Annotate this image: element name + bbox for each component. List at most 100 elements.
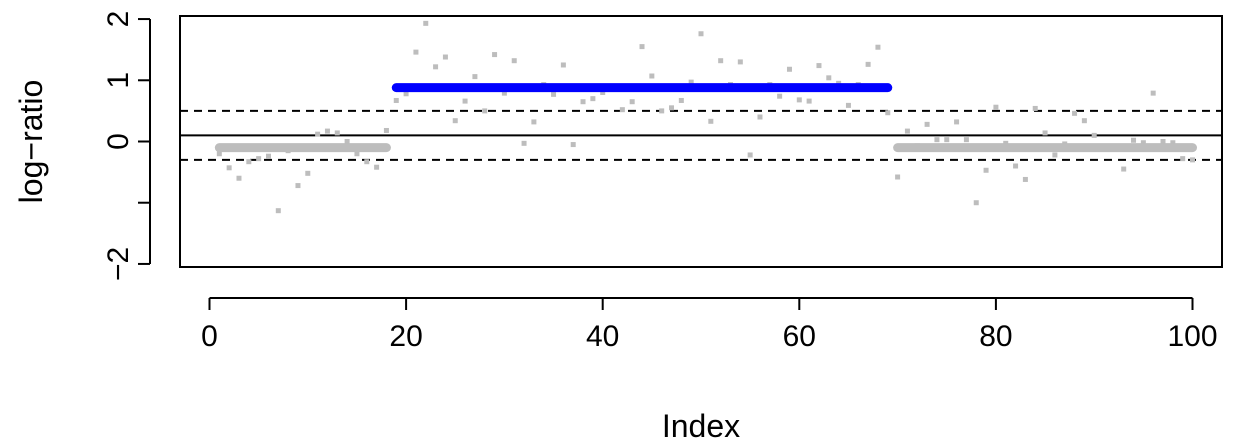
data-point bbox=[954, 119, 960, 125]
data-point bbox=[403, 91, 409, 97]
data-point bbox=[413, 49, 419, 55]
data-point bbox=[1022, 176, 1028, 182]
data-point bbox=[737, 59, 743, 65]
data-point bbox=[895, 174, 901, 180]
data-point bbox=[904, 128, 910, 134]
y-tick-label: −2 bbox=[102, 247, 135, 281]
data-point bbox=[393, 97, 399, 103]
data-point bbox=[560, 62, 566, 68]
data-point bbox=[1180, 156, 1186, 162]
data-point bbox=[433, 64, 439, 70]
data-point bbox=[442, 54, 448, 60]
data-point bbox=[452, 118, 458, 124]
x-axis-title: Index bbox=[662, 408, 740, 444]
data-point bbox=[344, 139, 350, 144]
data-point bbox=[482, 108, 488, 114]
data-point bbox=[501, 90, 507, 96]
data-point bbox=[973, 200, 979, 206]
x-tick-label: 0 bbox=[201, 320, 218, 353]
data-point bbox=[511, 58, 517, 64]
data-point bbox=[796, 97, 802, 103]
data-point bbox=[993, 104, 999, 110]
data-point bbox=[374, 164, 380, 170]
data-point bbox=[324, 128, 330, 134]
data-point bbox=[1042, 130, 1048, 136]
data-point bbox=[580, 99, 586, 105]
data-point bbox=[924, 121, 930, 127]
data-point bbox=[659, 108, 665, 114]
data-point bbox=[1052, 152, 1058, 158]
data-point bbox=[1140, 140, 1146, 146]
data-point bbox=[786, 66, 792, 72]
data-point bbox=[256, 156, 262, 162]
data-point bbox=[315, 131, 321, 137]
data-point bbox=[531, 119, 537, 125]
plot-frame bbox=[179, 15, 1223, 268]
data-point bbox=[1160, 139, 1166, 144]
data-point bbox=[1121, 166, 1127, 172]
data-point bbox=[1190, 157, 1196, 163]
y-tick-label: 2 bbox=[102, 11, 135, 28]
data-point bbox=[226, 165, 232, 171]
data-point bbox=[423, 20, 429, 26]
data-point bbox=[265, 153, 271, 159]
y-axis: −2 0 1 2 bbox=[102, 11, 151, 281]
data-point bbox=[806, 98, 812, 104]
data-point bbox=[865, 61, 871, 67]
y-axis-title: log−ratio bbox=[13, 80, 49, 204]
data-point bbox=[678, 97, 684, 103]
y-tick-label: 0 bbox=[102, 133, 135, 150]
data-point bbox=[639, 44, 645, 50]
data-point bbox=[747, 152, 753, 158]
data-point bbox=[570, 142, 576, 148]
data-point bbox=[1170, 140, 1176, 146]
data-point bbox=[757, 114, 763, 120]
data-point bbox=[462, 98, 468, 104]
x-tick-label: 100 bbox=[1167, 320, 1217, 353]
data-point bbox=[1091, 132, 1097, 138]
data-point bbox=[688, 79, 694, 85]
data-point bbox=[492, 52, 498, 58]
data-point bbox=[383, 127, 389, 133]
data-point bbox=[983, 167, 989, 173]
data-point bbox=[816, 63, 822, 69]
data-point bbox=[305, 170, 311, 176]
data-point bbox=[875, 44, 881, 50]
data-point bbox=[1081, 118, 1087, 124]
data-point bbox=[826, 75, 832, 81]
data-point bbox=[236, 175, 242, 181]
x-tick-label: 20 bbox=[389, 320, 422, 353]
reference-lines bbox=[180, 109, 1222, 161]
data-point bbox=[472, 74, 478, 80]
y-tick-label: 1 bbox=[102, 72, 135, 89]
x-tick-label: 80 bbox=[979, 320, 1012, 353]
data-point bbox=[669, 105, 675, 111]
data-point bbox=[944, 137, 950, 143]
data-point bbox=[1072, 110, 1078, 116]
x-tick-label: 40 bbox=[586, 320, 619, 353]
data-point bbox=[521, 140, 527, 146]
data-point bbox=[364, 159, 370, 165]
data-point bbox=[963, 137, 969, 143]
data-point bbox=[275, 208, 281, 214]
data-point bbox=[629, 99, 635, 105]
data-point bbox=[1131, 137, 1137, 143]
data-point bbox=[295, 183, 301, 189]
data-point bbox=[246, 159, 252, 165]
segment-means bbox=[214, 83, 1198, 153]
data-point bbox=[649, 73, 655, 79]
data-point bbox=[619, 107, 625, 113]
data-point bbox=[1013, 163, 1019, 169]
x-axis: 0 20 40 60 80 100 bbox=[201, 297, 1218, 353]
data-point bbox=[718, 58, 724, 64]
x-tick-label: 60 bbox=[783, 320, 816, 353]
data-point bbox=[777, 93, 783, 99]
data-point bbox=[698, 31, 704, 37]
data-points bbox=[216, 20, 1196, 214]
data-point bbox=[934, 137, 940, 143]
data-point bbox=[216, 151, 222, 157]
data-point bbox=[845, 102, 851, 108]
data-point bbox=[590, 96, 596, 102]
